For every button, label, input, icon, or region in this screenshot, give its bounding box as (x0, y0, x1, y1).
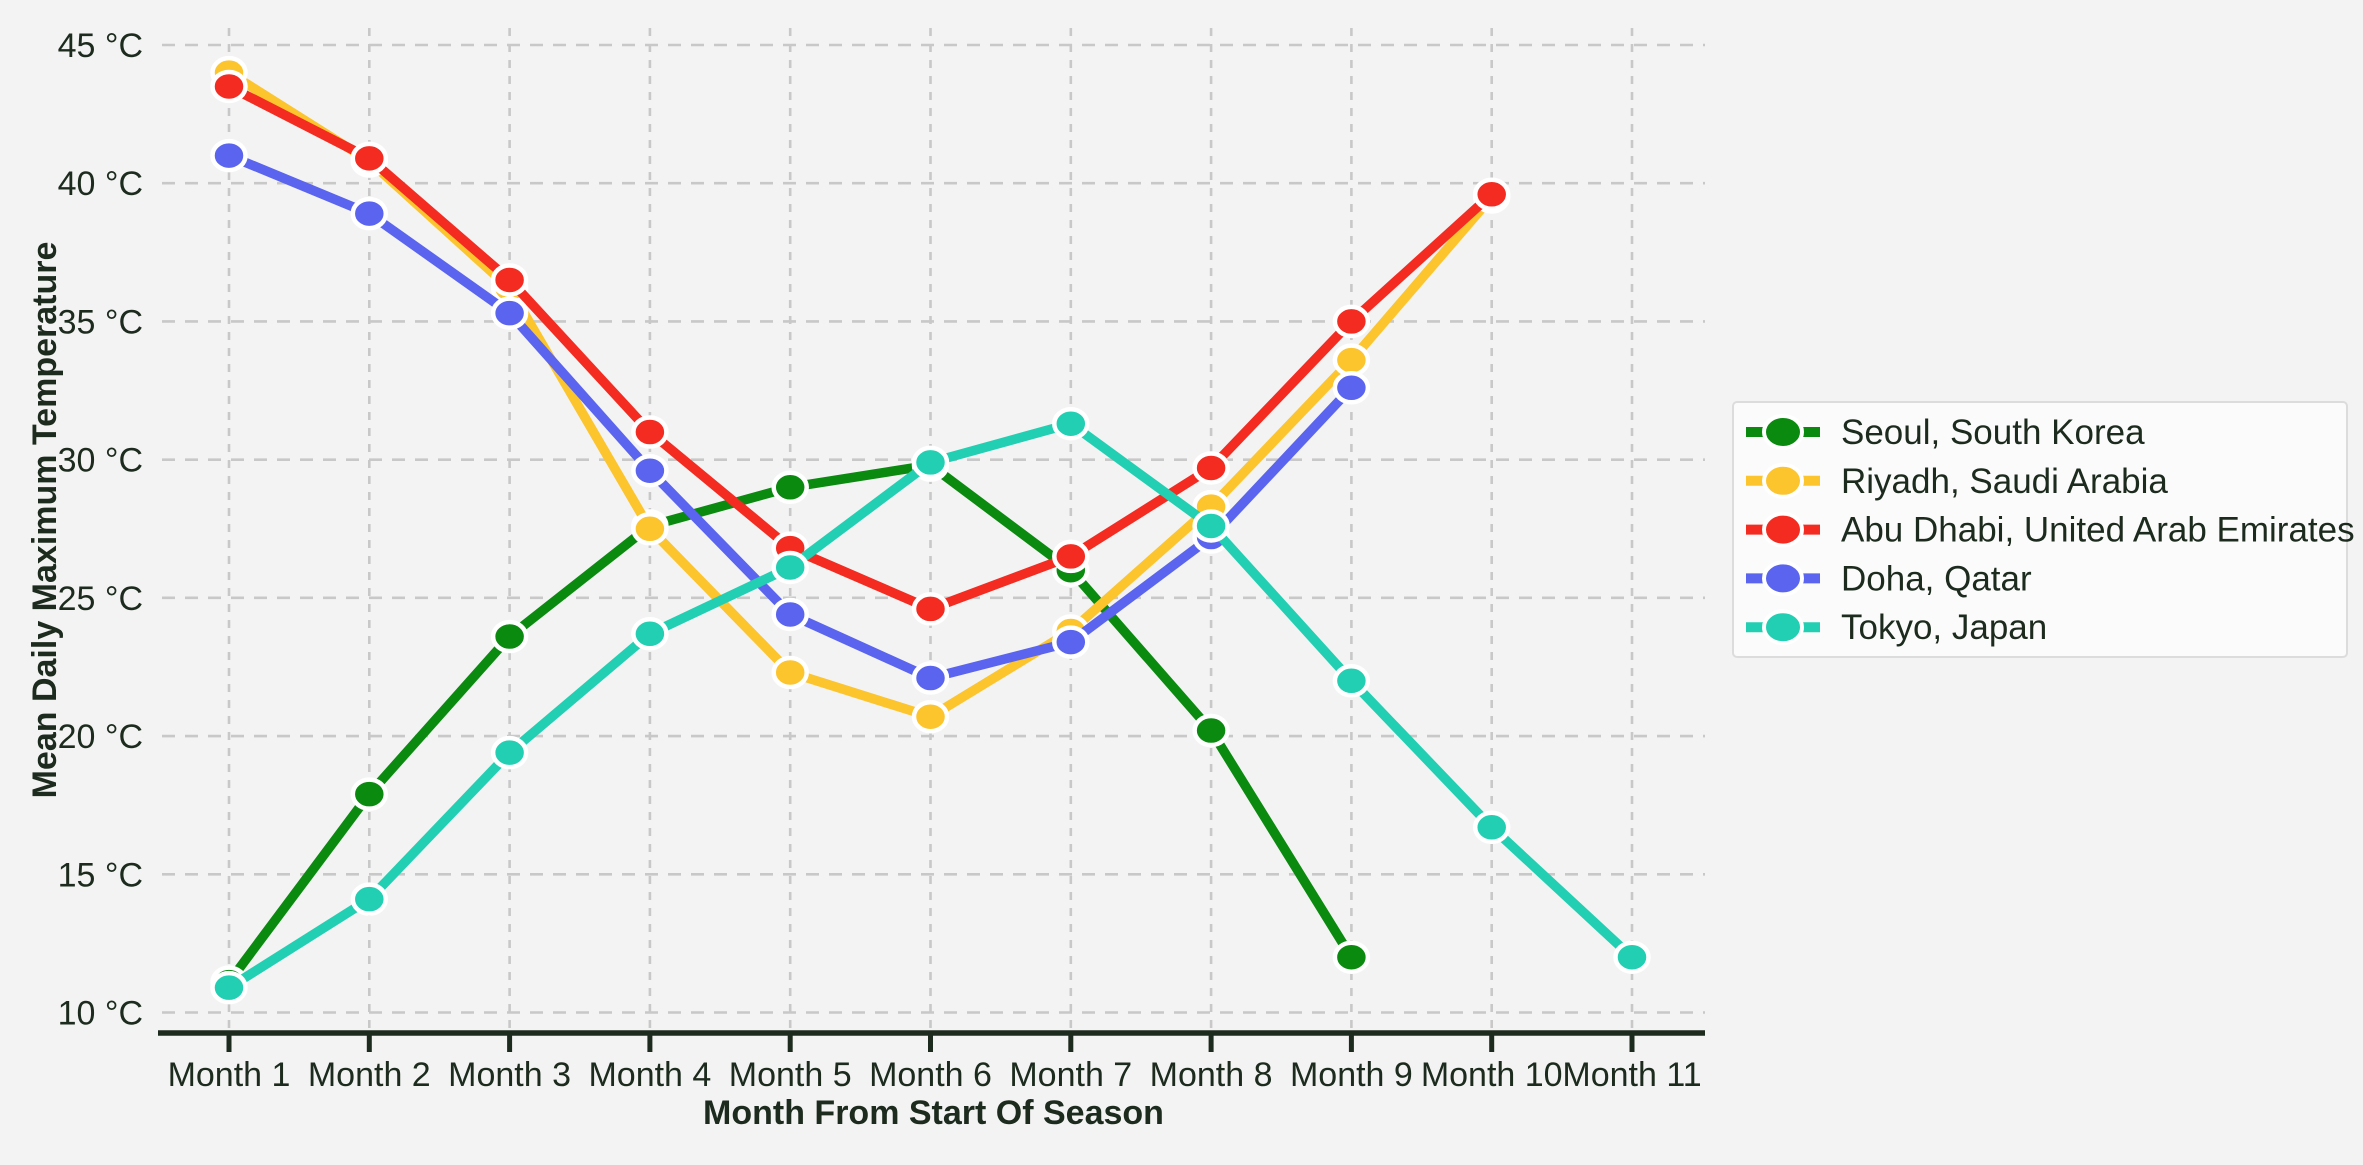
data-point (1192, 509, 1230, 543)
legend-item-tokyo-japan: Tokyo, Japan (1746, 608, 2047, 647)
data-point (490, 619, 529, 654)
y-axis-title: Mean Daily Maximum Temperature (26, 242, 64, 799)
legend-marker (1762, 609, 1804, 646)
legend-item-seoul-south-korea: Seoul, South Korea (1746, 413, 2145, 452)
data-point (1332, 940, 1371, 974)
y-tick-label: 30 °C (58, 442, 143, 480)
data-point (490, 735, 529, 770)
y-tick-label: 15 °C (58, 856, 143, 894)
data-point (771, 470, 809, 505)
data-point (1052, 539, 1090, 574)
legend-marker (1762, 560, 1804, 597)
data-point (1192, 713, 1230, 748)
data-point (350, 777, 389, 811)
series-riyadh-saudi-arabia (210, 55, 1511, 734)
x-tick-label: Month 8 (1150, 1056, 1273, 1094)
x-tick-label: Month 4 (588, 1056, 711, 1094)
legend-label: Doha, Qatar (1841, 559, 2032, 598)
x-tick-label: Month 9 (1290, 1056, 1413, 1094)
data-point (771, 597, 809, 632)
series-doha-qatar (210, 138, 1371, 695)
legend-box (1732, 401, 2348, 658)
data-point (1332, 343, 1371, 377)
data-point (911, 661, 950, 695)
legend-label: Riyadh, Saudi Arabia (1841, 462, 2168, 501)
legend-label: Tokyo, Japan (1841, 608, 2047, 647)
data-point (1332, 304, 1371, 339)
x-tick-label: Month 1 (168, 1056, 291, 1094)
data-point (1472, 810, 1511, 845)
data-point (210, 69, 248, 104)
series-tokyo-japan (210, 406, 1651, 1005)
x-tick-label: Month 11 (1562, 1056, 1701, 1094)
x-axis: Month 1 Month 2 Month 3 Month 4 Month 5 Month… (158, 1030, 1705, 1094)
x-axis-title: Month From Start Of Season (703, 1094, 1164, 1132)
legend-label: Seoul, South Korea (1841, 413, 2145, 452)
y-axis: 45 °C 40 °C 35 °C 30 °C 25 °C 20 °C 15 °C 10 °C (58, 27, 143, 1033)
x-tick-label: Month 7 (1009, 1056, 1132, 1094)
series-line (224, 81, 1497, 614)
legend: Seoul, South Korea Riyadh, Saudi Arabia Ab… (1732, 401, 2355, 658)
y-tick-label: 25 °C (58, 580, 143, 618)
data-point (350, 196, 389, 231)
data-point (631, 415, 669, 449)
legend-label: Abu Dhabi, United Arab Emirates (1841, 511, 2355, 550)
data-point (631, 617, 669, 651)
data-point (1192, 451, 1230, 485)
x-tick-label: Month 5 (729, 1056, 852, 1094)
data-point (490, 296, 529, 330)
legend-marker (1762, 462, 1804, 499)
legend-item-doha-qatar: Doha, Qatar (1746, 559, 2032, 598)
legend-item-abu-dhabi-united-arab-emirates: Abu Dhabi, United Arab Emirates (1746, 511, 2355, 550)
series-abu-dhabi-united-arab-emirates (210, 69, 1511, 626)
data-point (490, 263, 529, 297)
data-point (911, 592, 950, 626)
data-point (350, 882, 389, 916)
y-tick-label: 20 °C (58, 718, 143, 756)
x-tick-label: Month 2 (308, 1056, 431, 1094)
legend-marker (1762, 511, 1804, 548)
legend-marker (1762, 414, 1804, 450)
data-point (1332, 664, 1371, 698)
data-point (1472, 177, 1511, 212)
data-point (911, 699, 950, 734)
y-tick-label: 35 °C (58, 303, 143, 341)
data-point (1613, 940, 1651, 974)
data-point (1052, 625, 1090, 659)
data-point (1052, 406, 1090, 441)
data-point (631, 512, 669, 546)
y-tick-label: 45 °C (58, 27, 143, 65)
y-tick-label: 10 °C (58, 995, 143, 1033)
y-tick-label: 40 °C (58, 165, 143, 203)
legend-item-riyadh-saudi-arabia: Riyadh, Saudi Arabia (1746, 462, 2168, 501)
data-point (771, 655, 809, 690)
x-tick-label: Month 10 (1421, 1056, 1563, 1094)
data-point (631, 453, 669, 488)
data-point (350, 141, 389, 176)
data-point (210, 970, 248, 1005)
data-point (911, 445, 950, 480)
x-tick-label: Month 3 (448, 1056, 571, 1094)
data-point (771, 550, 809, 585)
data-point (210, 138, 248, 173)
data-point (1332, 371, 1371, 405)
x-tick-label: Month 6 (869, 1056, 992, 1094)
